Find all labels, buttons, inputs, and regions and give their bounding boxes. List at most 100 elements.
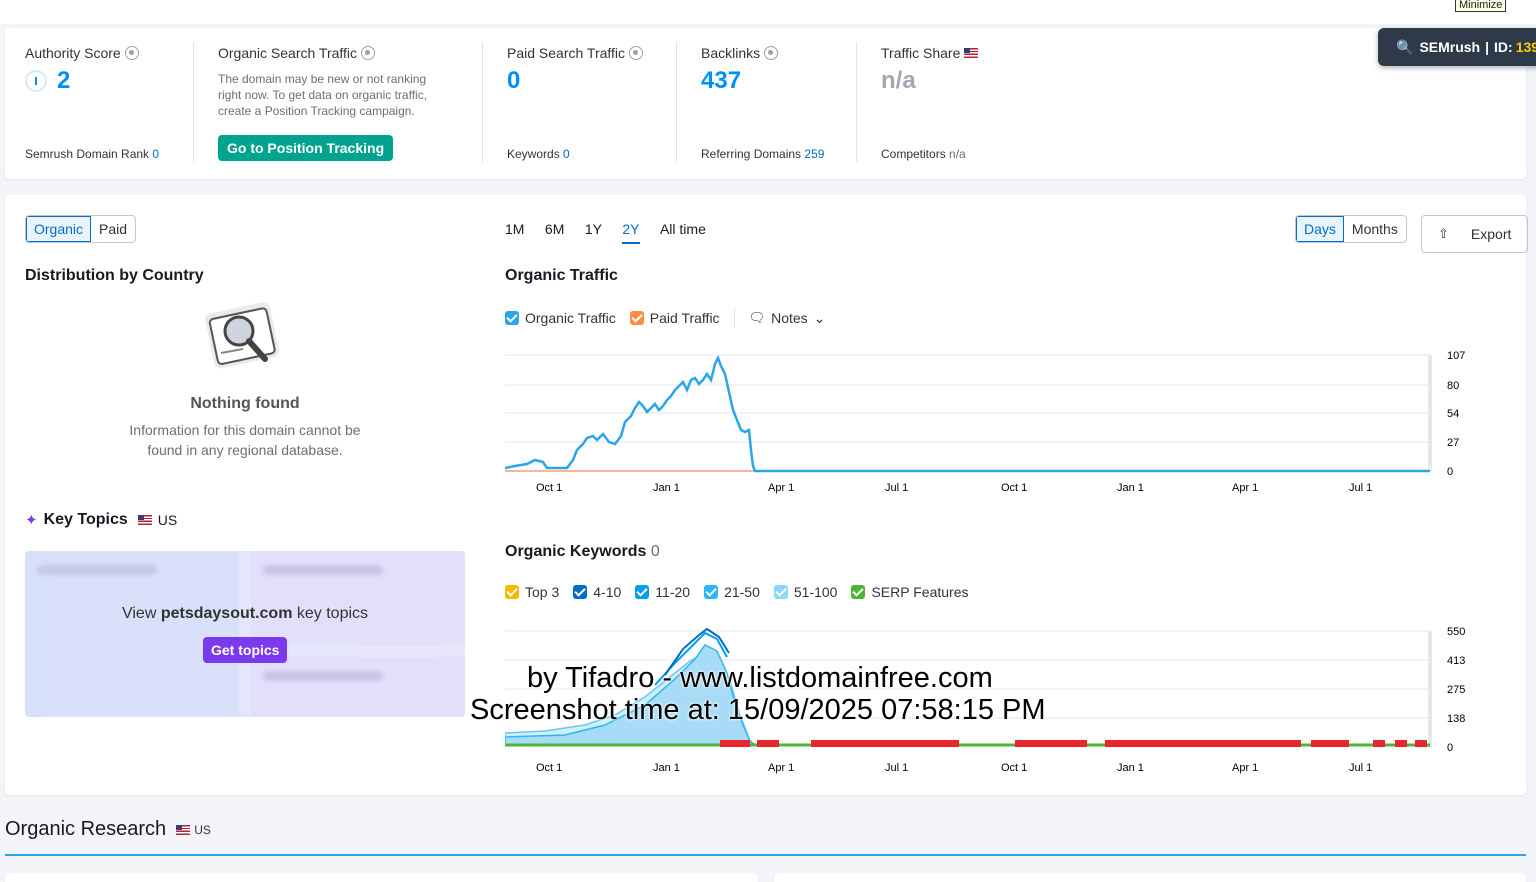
organic-traffic-line — [505, 354, 1430, 473]
period-selector: 1M 6M 1Y 2Y All time — [505, 221, 722, 239]
organic-research-card-left — [5, 873, 758, 882]
backlinks-block: Backlinks 437 — [701, 45, 779, 95]
checkbox-icon — [773, 585, 788, 599]
gridlines — [505, 630, 1432, 747]
us-flag-icon — [964, 48, 979, 58]
y-tick: 80 — [1447, 380, 1459, 392]
top-strip — [0, 0, 1536, 24]
referring-domains: Referring Domains 259 — [701, 147, 825, 161]
organic-traffic-title: Organic Search Traffic — [218, 45, 450, 61]
backlinks-title: Backlinks — [701, 45, 779, 61]
y-tick: 27 — [1447, 437, 1459, 449]
y-tick: 413 — [1447, 655, 1465, 667]
info-icon[interactable] — [124, 46, 139, 60]
notes-dropdown[interactable]: 🗨 Notes ⌄ — [748, 309, 826, 327]
period-all-time[interactable]: All time — [659, 221, 706, 237]
magnifier-illustration-icon — [203, 299, 287, 380]
export-button[interactable]: ⇧ Export — [1421, 215, 1529, 253]
chevron-down-icon: ⌄ — [813, 309, 826, 326]
legend-21-50[interactable]: 21-50 — [704, 584, 760, 600]
organic-keywords-chart: 550 413 275 138 0 Oct 1 Jan 1 Apr 1 Jul … — [505, 626, 1465, 774]
toggle-paid[interactable]: Paid — [99, 221, 128, 237]
section-underline — [5, 854, 1526, 856]
info-icon[interactable] — [629, 46, 644, 60]
nothing-found-message: Information for this domain cannot be fo… — [129, 422, 361, 458]
x-tick: Oct 1 — [536, 762, 562, 774]
legend-11-20[interactable]: 11-20 — [635, 584, 690, 600]
x-tick: Jan 1 — [653, 482, 680, 494]
x-tick: Jul 1 — [885, 482, 908, 494]
x-tick: Oct 1 — [1001, 482, 1027, 494]
granularity-months[interactable]: Months — [1351, 221, 1398, 237]
checkbox-icon — [573, 585, 588, 599]
info-icon[interactable] — [361, 46, 376, 60]
legend-serp-features[interactable]: SERP Features — [851, 584, 968, 600]
y-tick: 275 — [1447, 684, 1465, 696]
x-tick: Jul 1 — [885, 762, 908, 774]
period-2y[interactable]: 2Y — [622, 221, 640, 237]
authority-score-title: Authority Score — [25, 45, 139, 61]
competitors: Competitors n/a — [881, 147, 966, 161]
y-tick: 550 — [1447, 626, 1465, 638]
upload-icon: ⇧ — [1438, 226, 1449, 241]
go-to-position-tracking-button[interactable]: Go to Position Tracking — [218, 135, 394, 161]
legend-paid-traffic[interactable]: Paid Traffic — [629, 310, 720, 326]
keywords-x-ticks: Oct 1 Jan 1 Apr 1 Jul 1 Oct 1 Jan 1 Apr … — [536, 762, 1372, 774]
view-topics-text: View petsdaysout.com key topics — [121, 605, 369, 622]
organic-paid-toggle: Organic Paid — [25, 215, 137, 243]
period-1m[interactable]: 1M — [505, 221, 525, 237]
x-tick: Apr 1 — [768, 482, 794, 494]
x-tick: Jan 1 — [653, 762, 680, 774]
paid-traffic-block: Paid Search Traffic 0 — [507, 45, 644, 95]
minimize-button[interactable]: Minimize — [1455, 0, 1507, 12]
y-tick: 138 — [1447, 713, 1465, 725]
key-topics-panel: View petsdaysout.com key topics Get topi… — [25, 551, 465, 717]
x-tick: Apr 1 — [768, 762, 794, 774]
period-6m[interactable]: 6M — [544, 221, 565, 237]
traffic-legend: Organic Traffic Paid Traffic 🗨 Notes ⌄ — [505, 308, 839, 328]
toggle-organic[interactable]: Organic — [26, 216, 92, 242]
paid-keywords: Keywords 0 — [507, 147, 570, 161]
traffic-share-value: n/a — [881, 67, 916, 94]
checkbox-icon — [505, 585, 519, 599]
authority-score-value[interactable]: 2 — [57, 67, 71, 94]
paid-traffic-value[interactable]: 0 — [507, 67, 521, 94]
backlinks-value[interactable]: 437 — [701, 67, 742, 94]
keywords-y-ticks: 550 413 275 138 0 — [1447, 626, 1465, 754]
watermark-line-2: Screenshot time at: 15/09/2025 07:58:15 … — [470, 694, 1046, 726]
organic-traffic-block: Organic Search Traffic The domain may be… — [218, 45, 450, 119]
get-topics-button[interactable]: Get topics — [203, 637, 288, 663]
traffic-x-ticks: Oct 1 Jan 1 Apr 1 Jul 1 Oct 1 Jan 1 Apr … — [536, 482, 1372, 494]
serp-feature-markers — [720, 740, 1427, 747]
legend-top-3[interactable]: Top 3 — [505, 584, 559, 600]
us-flag-icon — [137, 515, 152, 525]
main-card: Organic Paid Distribution by Country Not… — [5, 195, 1529, 795]
organic-research-header: Organic Research US — [5, 818, 211, 840]
keywords-4-10-area — [664, 627, 730, 676]
keywords-legend: Top 3 4-10 11-20 21-50 51-100 SERP Featu… — [505, 584, 982, 600]
organic-research-title: Organic Research — [5, 818, 167, 840]
legend-51-100[interactable]: 51-100 — [773, 584, 837, 600]
paid-traffic-title: Paid Search Traffic — [507, 45, 644, 61]
y-tick: 107 — [1447, 350, 1465, 362]
x-tick: Jul 1 — [1349, 482, 1372, 494]
period-1y[interactable]: 1Y — [584, 221, 602, 237]
semrush-id-badge[interactable]: 🔍 SEMrush | ID: 139 — [1378, 28, 1536, 66]
legend-4-10[interactable]: 4-10 — [573, 584, 621, 600]
divider — [193, 42, 194, 162]
x-tick: Apr 1 — [1232, 762, 1258, 774]
overview-card: Authority Score 2 Semrush Domain Rank 0 … — [5, 28, 1526, 179]
legend-organic-traffic[interactable]: Organic Traffic — [505, 310, 616, 326]
watermark-line-1: by Tifadro - www.listdomainfree.com — [527, 662, 993, 694]
organic-research-card-right — [774, 873, 1526, 882]
info-icon[interactable] — [764, 46, 779, 60]
x-tick: Jul 1 — [1349, 762, 1372, 774]
traffic-share-block: Traffic Share n/a — [881, 45, 979, 95]
distribution-title: Distribution by Country — [25, 267, 204, 284]
divider — [856, 42, 857, 162]
checkbox-icon — [629, 311, 644, 325]
organic-keywords-title: Organic Keywords 0 — [505, 543, 660, 560]
granularity-days[interactable]: Days — [1296, 216, 1344, 242]
y-tick: 0 — [1447, 742, 1453, 754]
us-flag-icon — [176, 824, 191, 835]
